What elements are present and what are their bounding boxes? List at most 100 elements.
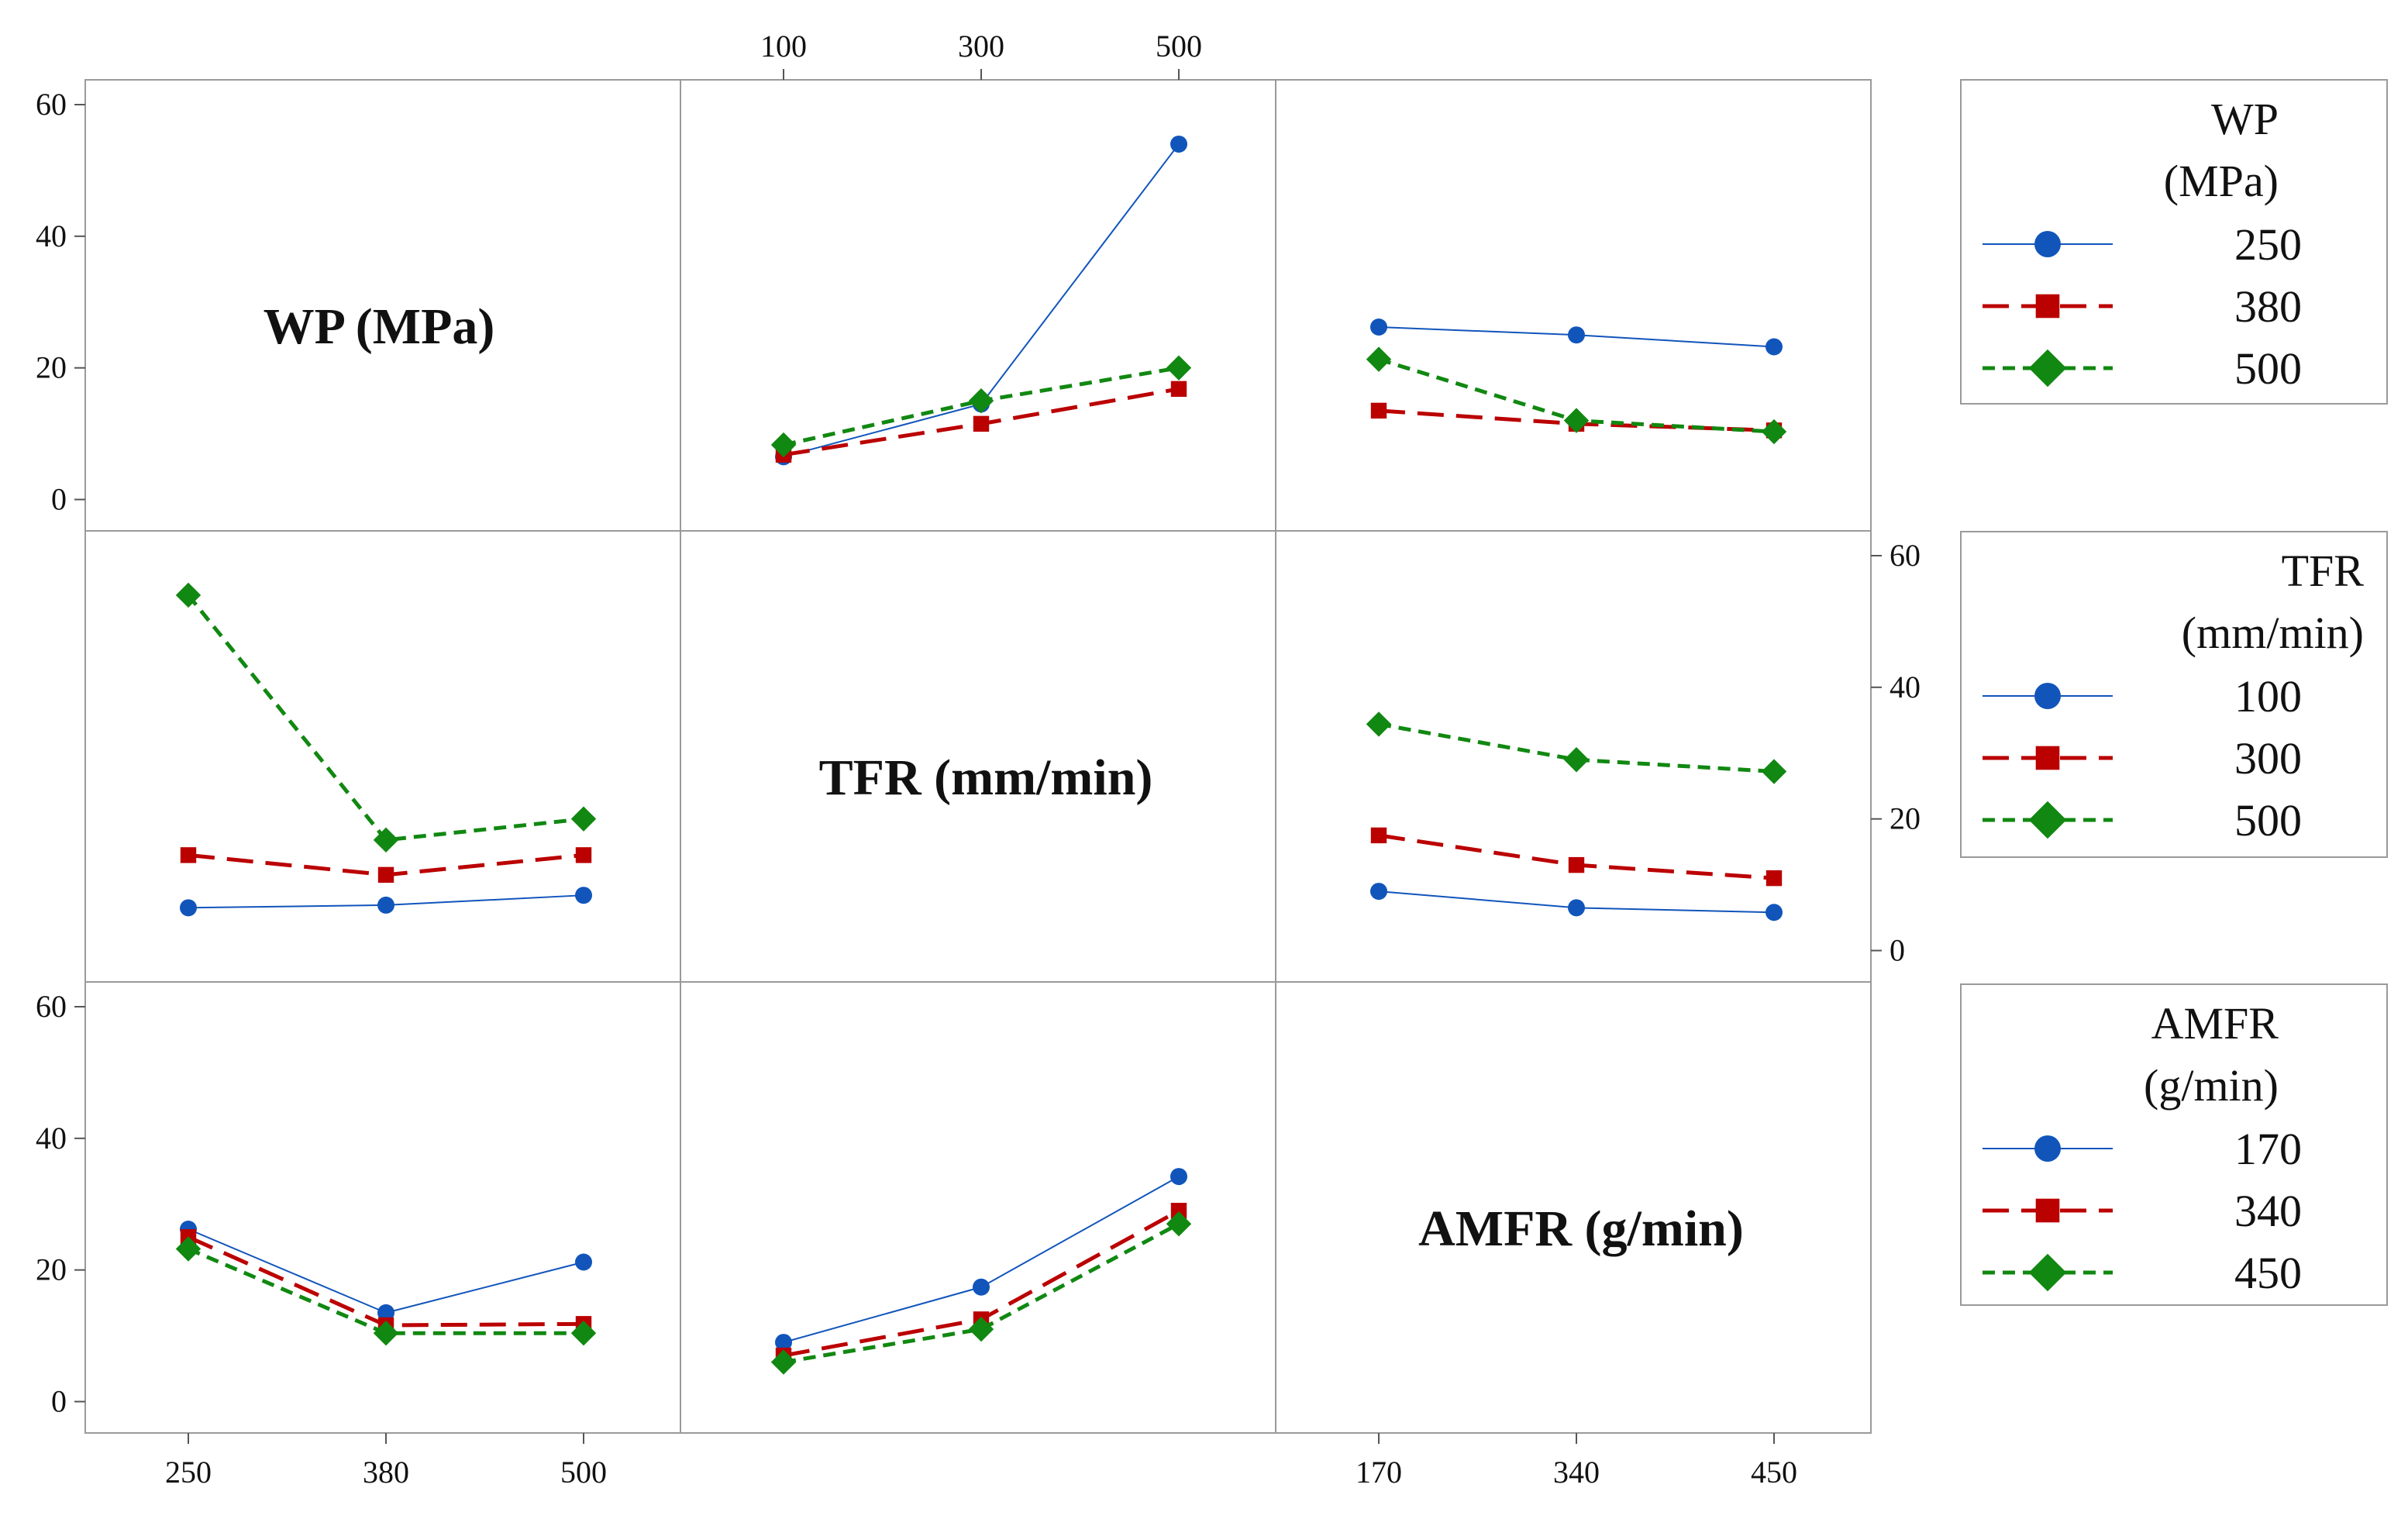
data-point-amfr-170-2	[1170, 1168, 1187, 1186]
panel-tfr-vs-amfr	[1366, 711, 1787, 921]
x-tick-label: 250	[165, 1455, 212, 1490]
x-tick-label: 300	[958, 29, 1004, 64]
legend-tfr: TFR (mm/min) 100 300 500	[1960, 531, 2388, 858]
panel-wp-vs-tfr	[770, 135, 1192, 466]
x-tick-label: 340	[1553, 1455, 1600, 1490]
y-tick-label: 40	[36, 219, 67, 253]
y-tick-label: 60	[36, 989, 67, 1024]
y-tick-label: 0	[1890, 933, 1905, 968]
legend-marker-300	[2035, 746, 2060, 770]
data-point-tfr-100-1	[377, 896, 394, 914]
data-point-tfr-500-2	[1761, 759, 1787, 784]
legend-marker-500	[2028, 801, 2067, 839]
series-layer	[175, 135, 1787, 1375]
y-tick-label: 60	[36, 87, 67, 122]
data-point-tfr-500-0	[175, 582, 202, 608]
y-tick-label: 0	[51, 1384, 67, 1419]
legends: WP (MPa) 250 380 500 TFR (mm/min) 100 300 500 AMFR…	[1960, 79, 2388, 1306]
data-point-tfr-300-2	[575, 847, 592, 863]
legend-label-250: 250	[2234, 219, 2302, 270]
data-point-amfr-170-1	[973, 1278, 990, 1296]
y-tick-label: 60	[1890, 538, 1921, 573]
panel-amfr-vs-wp	[175, 1221, 597, 1346]
data-point-amfr-170-2	[575, 1253, 592, 1271]
legend-title-line: AMFR	[2151, 998, 2279, 1049]
y-tick-label: 20	[36, 350, 67, 385]
legend-marker-450	[2028, 1253, 2067, 1292]
legend-label-340: 340	[2234, 1186, 2302, 1236]
data-point-tfr-100-2	[575, 887, 592, 904]
data-point-amfr-450-0	[770, 1349, 797, 1375]
diagonal-label-wp: WP (MPa)	[264, 298, 495, 355]
data-point-tfr-500-0	[1366, 711, 1392, 737]
data-point-wp-500-0	[770, 432, 797, 458]
data-point-amfr-450-2	[1166, 1211, 1192, 1237]
series-line-tfr-500	[1378, 722, 1775, 774]
data-point-wp-250-2	[1170, 135, 1187, 153]
legend-amfr: AMFR (g/min) 170 340 450	[1960, 983, 2388, 1306]
x-tick-label: 100	[760, 29, 807, 64]
legend-title-line: (mm/min)	[2182, 608, 2364, 658]
data-point-wp-380-2	[1170, 381, 1187, 398]
x-tick-label: 500	[1156, 29, 1202, 64]
legend-label-500: 500	[2234, 795, 2302, 846]
data-point-amfr-450-2	[570, 1321, 597, 1346]
data-point-tfr-300-1	[377, 866, 394, 884]
x-tick-label: 170	[1356, 1455, 1402, 1490]
legend-label-300: 300	[2234, 733, 2302, 784]
legend-title-line: (g/min)	[2144, 1060, 2279, 1111]
data-point-tfr-100-2	[1766, 904, 1783, 921]
data-point-amfr-340-2	[1170, 1203, 1187, 1219]
legend-box	[1960, 531, 2388, 858]
legend-label-500: 500	[2234, 343, 2302, 394]
data-point-tfr-300-0	[1370, 827, 1387, 844]
diagonal-labels: WP (MPa) TFR (mm/min) AMFR (g/min)	[264, 298, 1744, 1257]
data-point-tfr-100-0	[1370, 883, 1387, 901]
legend-label-380: 380	[2234, 281, 2302, 332]
data-point-wp-500-1	[968, 388, 994, 414]
data-point-tfr-500-1	[1563, 747, 1590, 773]
matrix-border	[84, 79, 1872, 1434]
y-tick-label: 20	[36, 1252, 67, 1287]
data-point-amfr-170-1	[377, 1304, 394, 1321]
data-point-wp-500-2	[1166, 355, 1192, 381]
data-point-wp-500-1	[1563, 408, 1590, 433]
x-tick-label: 500	[560, 1455, 607, 1490]
legend-title-line: TFR	[2282, 546, 2365, 596]
x-tick-label: 380	[363, 1455, 409, 1490]
matrix-frame	[84, 79, 1872, 1434]
data-point-amfr-450-0	[175, 1236, 202, 1262]
data-point-wp-250-0	[1370, 319, 1387, 336]
data-point-tfr-500-2	[570, 806, 597, 832]
data-point-wp-380-1	[973, 415, 990, 432]
legend-box	[1960, 983, 2388, 1306]
y-tick-label: 40	[1890, 670, 1921, 704]
data-point-wp-250-2	[1766, 338, 1783, 356]
data-point-amfr-450-1	[373, 1321, 399, 1346]
data-point-tfr-100-1	[1568, 899, 1585, 917]
panel-wp-vs-amfr	[1366, 319, 1787, 445]
data-point-tfr-300-2	[1766, 870, 1783, 887]
legend-label-170: 170	[2234, 1124, 2302, 1174]
data-point-tfr-300-1	[1568, 856, 1585, 873]
data-point-wp-500-0	[1366, 346, 1392, 372]
data-point-tfr-300-0	[180, 847, 197, 863]
data-point-amfr-450-1	[968, 1316, 994, 1342]
x-tick-label: 450	[1751, 1455, 1797, 1490]
legend-marker-250	[2034, 231, 2061, 257]
legend-wp: WP (MPa) 250 380 500	[1960, 79, 2388, 405]
data-point-tfr-500-1	[373, 827, 399, 853]
y-tick-label: 20	[1890, 801, 1921, 836]
data-point-tfr-100-0	[180, 899, 197, 917]
data-point-wp-500-2	[1761, 418, 1787, 445]
legend-box	[1960, 79, 2388, 405]
diagonal-label-amfr: AMFR (g/min)	[1418, 1200, 1744, 1257]
legend-marker-170	[2034, 1135, 2061, 1162]
legend-label-450: 450	[2234, 1248, 2302, 1298]
legend-title-line: WP	[2211, 94, 2279, 144]
series-line-amfr-450	[783, 1222, 1180, 1365]
panel-tfr-vs-wp	[175, 582, 597, 917]
legend-label-100: 100	[2234, 671, 2302, 722]
data-point-wp-250-1	[1568, 326, 1585, 344]
